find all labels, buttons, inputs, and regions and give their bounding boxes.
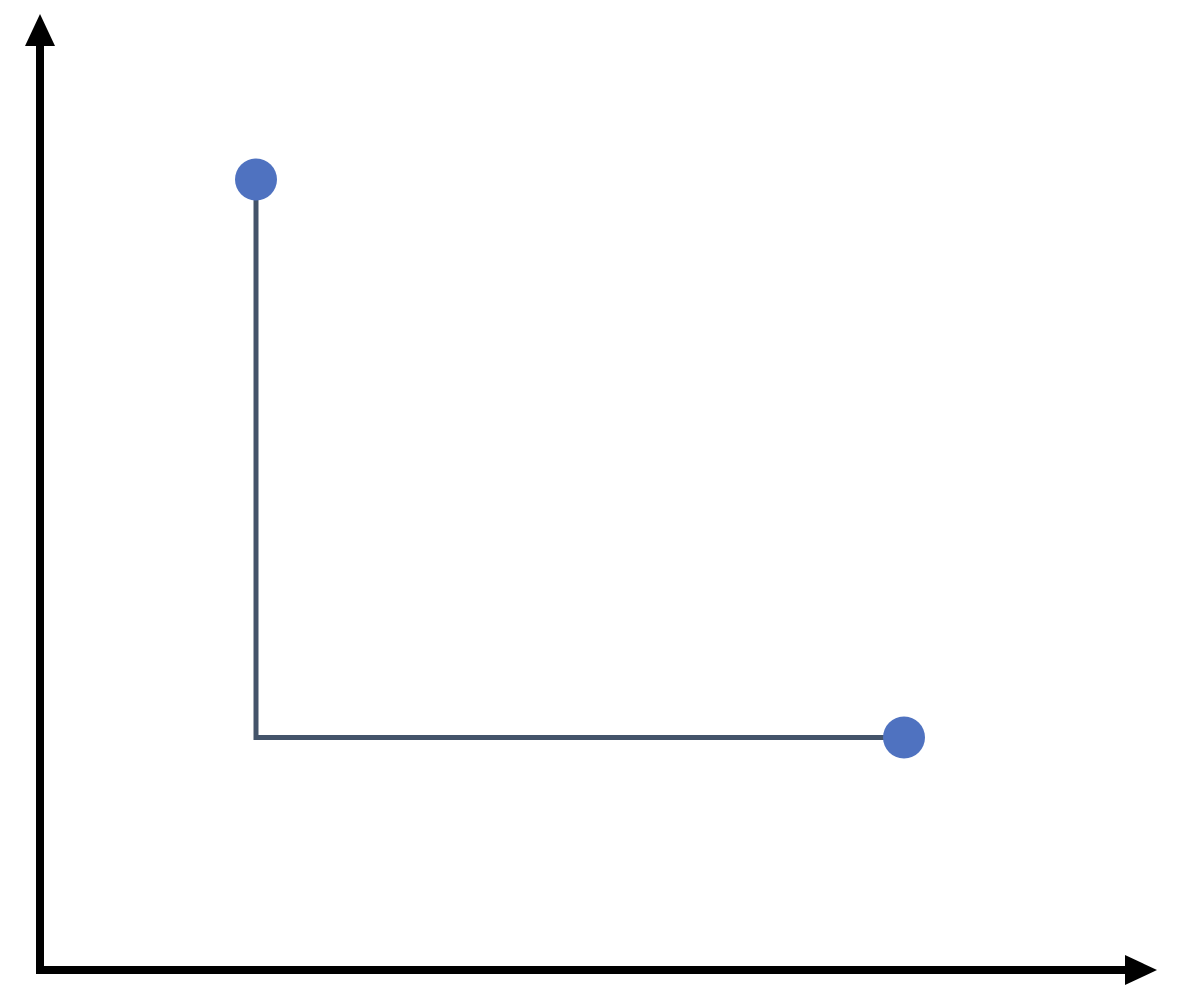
data-point-2 (883, 717, 925, 759)
axes-group (25, 14, 1157, 985)
data-point-1 (235, 159, 277, 201)
elbow-connector-line (256, 180, 904, 738)
x-axis-arrow-icon (1125, 955, 1157, 985)
y-axis-arrow-icon (25, 14, 55, 46)
data-points-group (235, 159, 925, 759)
